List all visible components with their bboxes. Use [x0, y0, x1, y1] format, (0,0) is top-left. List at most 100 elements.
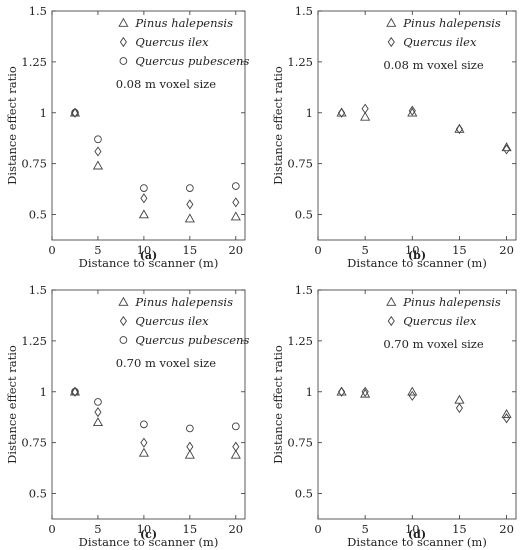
x-tick-label: 0	[314, 243, 321, 257]
legend-marker-triangle	[386, 17, 397, 27]
chart-panel-2: 0 5 10 15 20 0.5 0.75 1 1.25 1.5 Distance to scann…	[5, 283, 249, 549]
series-ilex	[71, 107, 240, 210]
y-tick-label: 0.5	[295, 487, 313, 501]
legend: Pinus halepensis Quercus ilex Quercus pube…	[118, 16, 249, 68]
x-tick-label: 15	[452, 522, 467, 536]
data-point	[71, 387, 79, 396]
data-point	[338, 386, 346, 397]
chart-panel-0: 0 5 10 15 20 0.5 0.75 1 1.25 1.5 Distance to scann…	[5, 4, 249, 270]
data-point	[186, 199, 194, 210]
voxel-size-annotation: 0.70 m voxel size	[383, 337, 484, 351]
y-tick-label: 1.5	[29, 4, 47, 18]
plot-frame	[51, 10, 246, 241]
data-point	[230, 449, 241, 459]
y-tick-label: 1	[40, 106, 47, 120]
legend-marker-triangle	[118, 296, 129, 306]
series-ilex	[71, 386, 240, 452]
plot-frame	[317, 10, 517, 241]
legend: Pinus halepensis Quercus ilex Quercus pube…	[118, 295, 249, 347]
y-tick-label: 1.25	[287, 334, 313, 348]
x-tick-label: 20	[228, 243, 243, 257]
legend: Pinus halepensis Quercus ilex	[386, 16, 501, 49]
data-point	[231, 182, 240, 190]
data-point	[455, 402, 463, 414]
data-point	[455, 123, 463, 135]
legend-entry-ilex: Quercus ilex	[135, 314, 209, 328]
x-axis-label: Distance to scanner (m)	[79, 256, 219, 270]
x-tick-label: 0	[48, 522, 55, 536]
data-point	[232, 441, 240, 452]
legend: Pinus halepensis Quercus ilex	[386, 295, 501, 328]
series-pinus	[69, 107, 241, 223]
x-axis-label: Distance to scanner (m)	[79, 535, 219, 549]
y-tick-label: 0.5	[29, 208, 47, 222]
data-point	[140, 420, 148, 429]
legend-entry-ilex: Quercus ilex	[403, 35, 477, 49]
y-tick-label: 0.5	[295, 208, 313, 222]
plot-frame	[317, 289, 517, 520]
series-ilex	[338, 103, 511, 155]
x-axis-label: Distance to scanner (m)	[347, 256, 487, 270]
data-point	[503, 413, 511, 424]
panel-caption: (d)	[408, 528, 426, 541]
data-point	[138, 447, 149, 457]
y-axis-label: Distance effect ratio	[271, 345, 285, 464]
y-tick-label: 1.25	[287, 55, 313, 69]
y-tick-label: 1	[306, 106, 313, 120]
data-point	[232, 197, 240, 208]
data-point	[184, 449, 195, 459]
data-point	[94, 146, 102, 157]
data-point	[71, 107, 79, 118]
x-tick-label: 10	[137, 243, 152, 257]
x-tick-label: 10	[405, 243, 420, 257]
y-tick-label: 1.5	[29, 283, 47, 297]
voxel-size-annotation: 0.08 m voxel size	[116, 77, 217, 91]
data-point	[408, 105, 416, 116]
y-axis-label: Distance effect ratio	[5, 66, 19, 185]
data-point	[407, 386, 418, 396]
chart-panel-3: 0 5 10 15 20 0.5 0.75 1 1.25 1.5 Distance to scann…	[271, 283, 517, 549]
legend-marker-triangle	[386, 296, 397, 306]
y-tick-label: 1.25	[21, 55, 47, 69]
y-tick-label: 1	[306, 385, 313, 399]
x-tick-label: 5	[94, 243, 101, 257]
data-point	[94, 135, 102, 144]
y-tick-label: 1	[40, 385, 47, 399]
x-tick-label: 10	[137, 522, 152, 536]
data-point	[361, 103, 369, 114]
data-point	[71, 386, 79, 397]
voxel-size-annotation: 0.70 m voxel size	[116, 356, 217, 370]
data-point	[140, 184, 148, 192]
data-point	[338, 107, 346, 118]
series-ilex	[338, 386, 511, 424]
data-point	[140, 437, 148, 448]
data-point	[140, 193, 148, 204]
y-tick-label: 1.5	[295, 283, 313, 297]
x-tick-label: 20	[228, 522, 243, 536]
legend-marker-diamond	[387, 36, 395, 48]
legend-entry-pinus: Pinus halepensis	[402, 295, 501, 309]
legend-entry-pinus: Pinus halepensis	[402, 16, 501, 30]
data-point	[231, 422, 240, 431]
x-tick-label: 5	[361, 522, 368, 536]
panel-caption: (c)	[140, 528, 157, 541]
data-point	[361, 386, 369, 397]
data-point	[71, 108, 79, 117]
x-tick-label: 15	[183, 522, 198, 536]
series-pubescens	[71, 108, 240, 192]
data-point	[230, 211, 241, 221]
legend-entry-ilex: Quercus ilex	[403, 314, 477, 328]
chart-panel-1: 0 5 10 15 20 0.5 0.75 1 1.25 1.5 Distance to scann…	[271, 4, 517, 270]
y-tick-label: 0.5	[29, 487, 47, 501]
legend-entry-pubescens: Quercus pubescens	[135, 333, 249, 347]
y-axis-label: Distance effect ratio	[271, 66, 285, 185]
legend-marker-diamond	[387, 315, 395, 327]
x-tick-label: 5	[361, 243, 368, 257]
data-point	[454, 394, 465, 404]
data-point	[186, 441, 194, 452]
y-tick-label: 0.75	[21, 157, 47, 171]
legend-marker-circle	[119, 57, 128, 65]
data-point	[186, 424, 194, 433]
legend-marker-diamond	[119, 315, 127, 327]
